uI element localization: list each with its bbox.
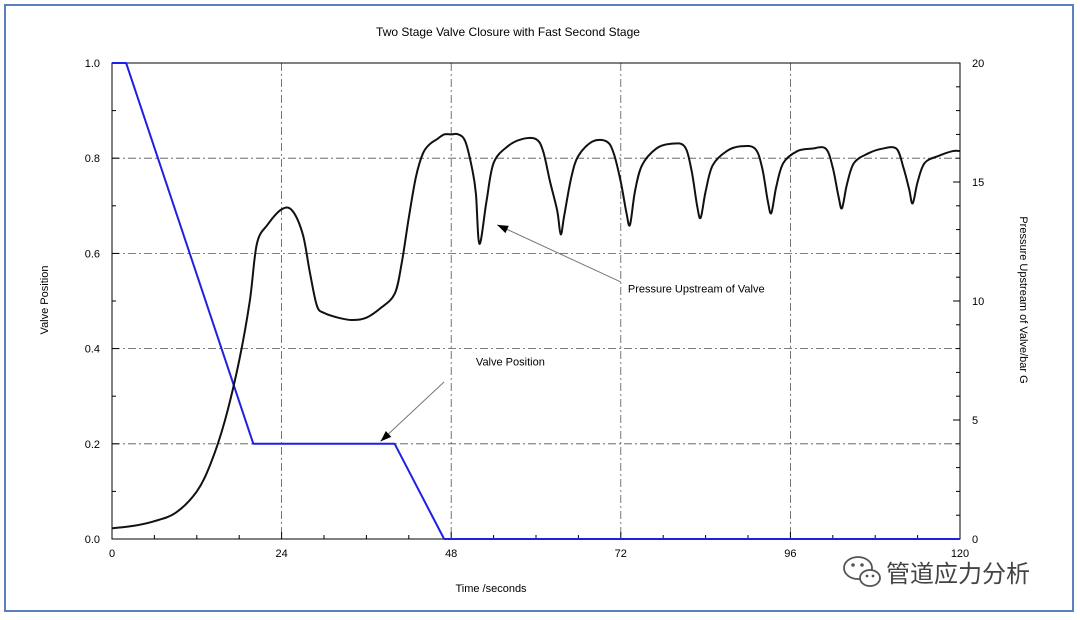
y-left-tick-label: 0.2 xyxy=(85,439,100,451)
annotations: Pressure Upstream of Valve Valve Position xyxy=(380,224,765,442)
y-left-tick-label: 1.0 xyxy=(85,58,100,70)
watermark-text: 管道应力分析 xyxy=(886,560,1030,588)
series-line-pressure-upstream-of-valve xyxy=(111,132,961,530)
y-right-tick-label: 5 xyxy=(972,415,978,427)
y-right-tick-label: 15 xyxy=(972,177,984,189)
chart-frame xyxy=(4,4,1074,612)
x-tick-label: 0 xyxy=(109,548,115,560)
y-left-tick-label: 0.4 xyxy=(85,344,100,356)
x-tick-label: 48 xyxy=(445,548,457,560)
x-axis-label: Time /seconds xyxy=(455,583,527,595)
y-right-axis-label: Pressure Upstream of Valve/bar G xyxy=(1017,216,1029,383)
annotation-label: Pressure Upstream of Valve xyxy=(628,284,765,296)
y-right-tick-label: 0 xyxy=(972,534,978,546)
axis-ticks: 0 24 48 72 96 120 0.0 0.2 0.4 0.6 0.8 1.0 0 5 10 15 20 xyxy=(85,58,985,560)
annotation-arrow-line xyxy=(380,381,445,442)
y-left-axis-label: Valve Position xyxy=(39,266,51,335)
y-right-tick-label: 20 xyxy=(972,58,984,70)
series-layer xyxy=(111,62,961,540)
x-tick-label: 24 xyxy=(275,548,287,560)
y-left-tick-label: 0.6 xyxy=(85,248,100,260)
annotation-label: Valve Position xyxy=(476,356,545,368)
x-tick-label: 96 xyxy=(784,548,796,560)
annotation-arrowhead xyxy=(380,430,392,442)
series-line-valve-position xyxy=(112,62,960,540)
watermark: 管道应力分析 xyxy=(843,556,1030,588)
annotation-arrowhead xyxy=(497,224,509,234)
x-tick-label: 72 xyxy=(615,548,627,560)
x-tick-label: 120 xyxy=(951,548,969,560)
grid-lines xyxy=(112,63,960,539)
plot-area xyxy=(111,62,961,540)
y-left-tick-label: 0.0 xyxy=(85,534,100,546)
wechat-logo-icon xyxy=(843,556,881,587)
chart-title: Two Stage Valve Closure with Fast Second… xyxy=(376,25,640,39)
y-right-tick-label: 10 xyxy=(972,296,984,308)
annotation-arrow-line xyxy=(496,224,622,283)
y-left-tick-label: 0.8 xyxy=(85,153,100,165)
